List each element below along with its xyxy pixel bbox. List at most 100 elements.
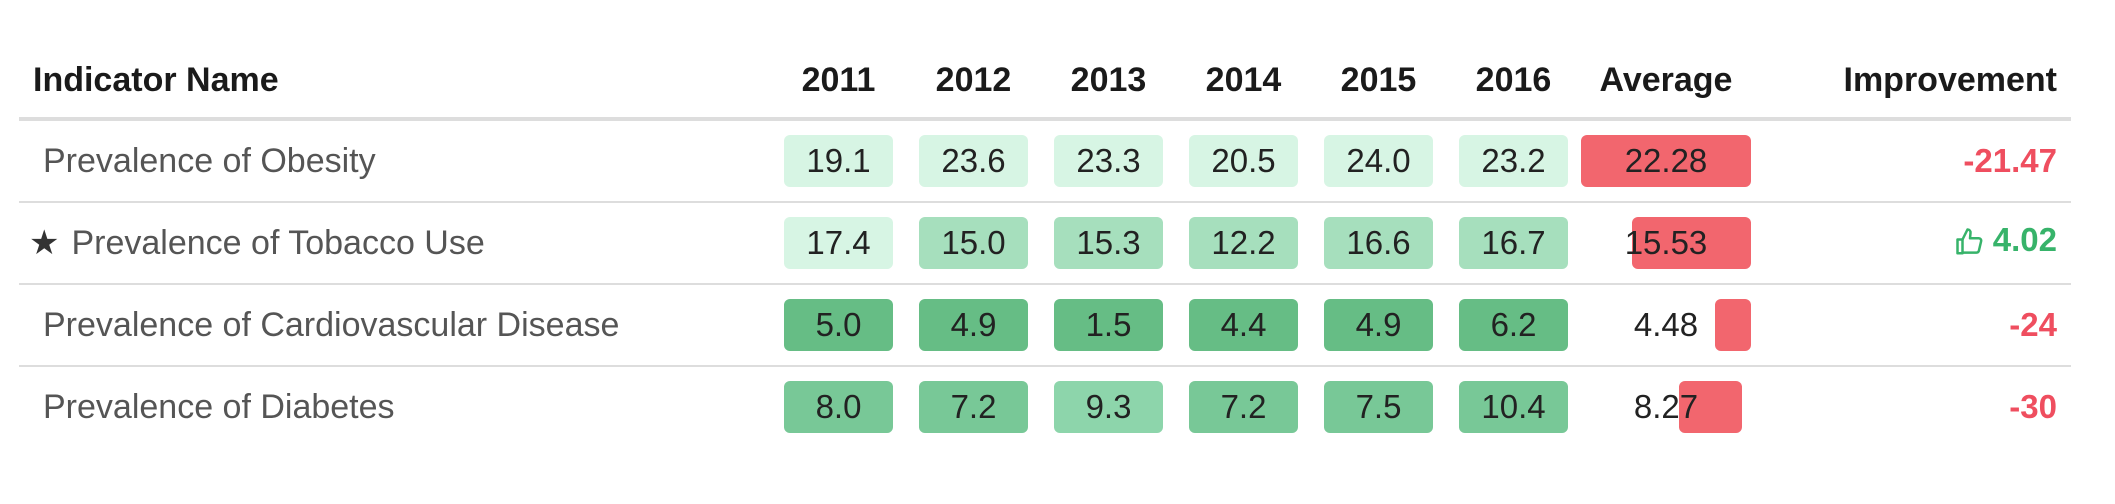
table-body: Prevalence of Obesity 19.1 23.6 23.3 20.5 24.… xyxy=(19,119,2071,447)
table-row[interactable]: Prevalence of Obesity 19.1 23.6 23.3 20.5 24.… xyxy=(19,119,2071,203)
header-row: Indicator Name 2011 2012 2013 2014 2015 … xyxy=(19,44,2071,121)
indicator-name: Prevalence of Obesity xyxy=(43,141,376,180)
indicator-name-cell: Prevalence of Cardiovascular Disease xyxy=(19,284,771,367)
indicator-name: Prevalence of Diabetes xyxy=(43,387,395,426)
value-chip-2016: 10.4 xyxy=(1459,381,1568,433)
average-cell: 15.53 xyxy=(1581,202,1751,285)
thumbs-up-icon xyxy=(1955,227,1985,265)
year-value-cell: 1.5 xyxy=(1041,284,1176,367)
average-value: 4.48 xyxy=(1633,306,1699,343)
value-chip-2012: 7.2 xyxy=(919,381,1028,433)
average-bar xyxy=(1679,381,1742,433)
value-chip-2015: 24.0 xyxy=(1324,135,1433,187)
header-year-2013[interactable]: 2013 xyxy=(1041,44,1176,121)
average-bar xyxy=(1715,299,1751,351)
average-bar-container: 15.53 xyxy=(1581,217,1751,269)
value-chip-2011: 8.0 xyxy=(784,381,893,433)
average-bar-container: 8.27 xyxy=(1581,381,1751,433)
header-year-2014[interactable]: 2014 xyxy=(1176,44,1311,121)
table-row[interactable]: Prevalence of Cardiovascular Disease 5.0 4… xyxy=(19,284,2071,367)
value-chip-2016: 6.2 xyxy=(1459,299,1568,351)
value-chip-2011: 19.1 xyxy=(784,135,893,187)
year-value-cell: 7.2 xyxy=(906,366,1041,447)
header-indicator-name[interactable]: Indicator Name xyxy=(19,44,771,121)
average-cell: 22.28 xyxy=(1581,119,1751,203)
improvement-cell: 4.02 xyxy=(1751,202,2071,285)
header-year-2015[interactable]: 2015 xyxy=(1311,44,1446,121)
average-value: 22.28 xyxy=(1624,142,1708,179)
year-value-cell: 4.4 xyxy=(1176,284,1311,367)
year-value-cell: 23.6 xyxy=(906,119,1041,203)
value-chip-2015: 7.5 xyxy=(1324,381,1433,433)
year-value-cell: 12.2 xyxy=(1176,202,1311,285)
value-chip-2013: 15.3 xyxy=(1054,217,1163,269)
value-chip-2012: 15.0 xyxy=(919,217,1028,269)
header-year-2012[interactable]: 2012 xyxy=(906,44,1041,121)
year-value-cell: 4.9 xyxy=(1311,284,1446,367)
average-bar xyxy=(1581,135,1751,187)
value-chip-2016: 16.7 xyxy=(1459,217,1568,269)
value-chip-2012: 4.9 xyxy=(919,299,1028,351)
improvement-value: 4.02 xyxy=(1992,221,2057,258)
year-value-cell: 23.2 xyxy=(1446,119,1581,203)
improvement-cell: -21.47 xyxy=(1751,119,2071,203)
year-value-cell: 15.0 xyxy=(906,202,1041,285)
indicator-name-cell: ★ Prevalence of Tobacco Use xyxy=(19,202,771,285)
year-value-cell: 19.1 xyxy=(771,119,906,203)
indicator-name: Prevalence of Cardiovascular Disease xyxy=(43,305,620,344)
value-chip-2016: 23.2 xyxy=(1459,135,1568,187)
value-chip-2011: 5.0 xyxy=(784,299,893,351)
average-value: 8.27 xyxy=(1633,388,1699,425)
average-bar-container: 4.48 xyxy=(1581,299,1751,351)
indicator-name: Prevalence of Tobacco Use xyxy=(71,224,485,262)
year-value-cell: 7.5 xyxy=(1311,366,1446,447)
header-average[interactable]: Average xyxy=(1581,44,1751,121)
table-row[interactable]: Prevalence of Diabetes 8.0 7.2 9.3 7.2 7.5 10.… xyxy=(19,366,2071,447)
average-bar-container: 22.28 xyxy=(1581,135,1751,187)
year-value-cell: 23.3 xyxy=(1041,119,1176,203)
value-chip-2013: 9.3 xyxy=(1054,381,1163,433)
header-year-2011[interactable]: 2011 xyxy=(771,44,906,121)
improvement-value: -24 xyxy=(2009,306,2057,343)
table-row[interactable]: ★ Prevalence of Tobacco Use 17.4 15.0 15.3 12… xyxy=(19,202,2071,285)
improvement-value: -30 xyxy=(2009,388,2057,425)
value-chip-2015: 16.6 xyxy=(1324,217,1433,269)
value-chip-2013: 23.3 xyxy=(1054,135,1163,187)
year-value-cell: 10.4 xyxy=(1446,366,1581,447)
table-header: Indicator Name 2011 2012 2013 2014 2015 … xyxy=(19,44,2071,121)
value-chip-2011: 17.4 xyxy=(784,217,893,269)
year-value-cell: 8.0 xyxy=(771,366,906,447)
year-value-cell: 16.6 xyxy=(1311,202,1446,285)
average-cell: 4.48 xyxy=(1581,284,1751,367)
improvement-value: -21.47 xyxy=(1963,142,2057,179)
average-bar xyxy=(1632,217,1751,269)
year-value-cell: 7.2 xyxy=(1176,366,1311,447)
value-chip-2014: 20.5 xyxy=(1189,135,1298,187)
indicator-table-container: Indicator Name 2011 2012 2013 2014 2015 … xyxy=(19,44,2071,447)
value-chip-2012: 23.6 xyxy=(919,135,1028,187)
year-value-cell: 4.9 xyxy=(906,284,1041,367)
year-value-cell: 16.7 xyxy=(1446,202,1581,285)
value-chip-2013: 1.5 xyxy=(1054,299,1163,351)
star-icon[interactable]: ★ xyxy=(29,224,60,262)
improvement-cell: -30 xyxy=(1751,366,2071,447)
year-value-cell: 17.4 xyxy=(771,202,906,285)
value-chip-2015: 4.9 xyxy=(1324,299,1433,351)
year-value-cell: 9.3 xyxy=(1041,366,1176,447)
year-value-cell: 15.3 xyxy=(1041,202,1176,285)
indicator-name-cell: Prevalence of Diabetes xyxy=(19,366,771,447)
value-chip-2014: 7.2 xyxy=(1189,381,1298,433)
value-chip-2014: 12.2 xyxy=(1189,217,1298,269)
header-year-2016[interactable]: 2016 xyxy=(1446,44,1581,121)
average-cell: 8.27 xyxy=(1581,366,1751,447)
year-value-cell: 6.2 xyxy=(1446,284,1581,367)
year-value-cell: 20.5 xyxy=(1176,119,1311,203)
indicator-table: Indicator Name 2011 2012 2013 2014 2015 … xyxy=(19,44,2071,447)
indicator-name-cell: Prevalence of Obesity xyxy=(19,119,771,203)
improvement-cell: -24 xyxy=(1751,284,2071,367)
year-value-cell: 5.0 xyxy=(771,284,906,367)
average-value: 15.53 xyxy=(1624,224,1708,261)
header-improvement[interactable]: Improvement xyxy=(1751,44,2071,121)
value-chip-2014: 4.4 xyxy=(1189,299,1298,351)
year-value-cell: 24.0 xyxy=(1311,119,1446,203)
